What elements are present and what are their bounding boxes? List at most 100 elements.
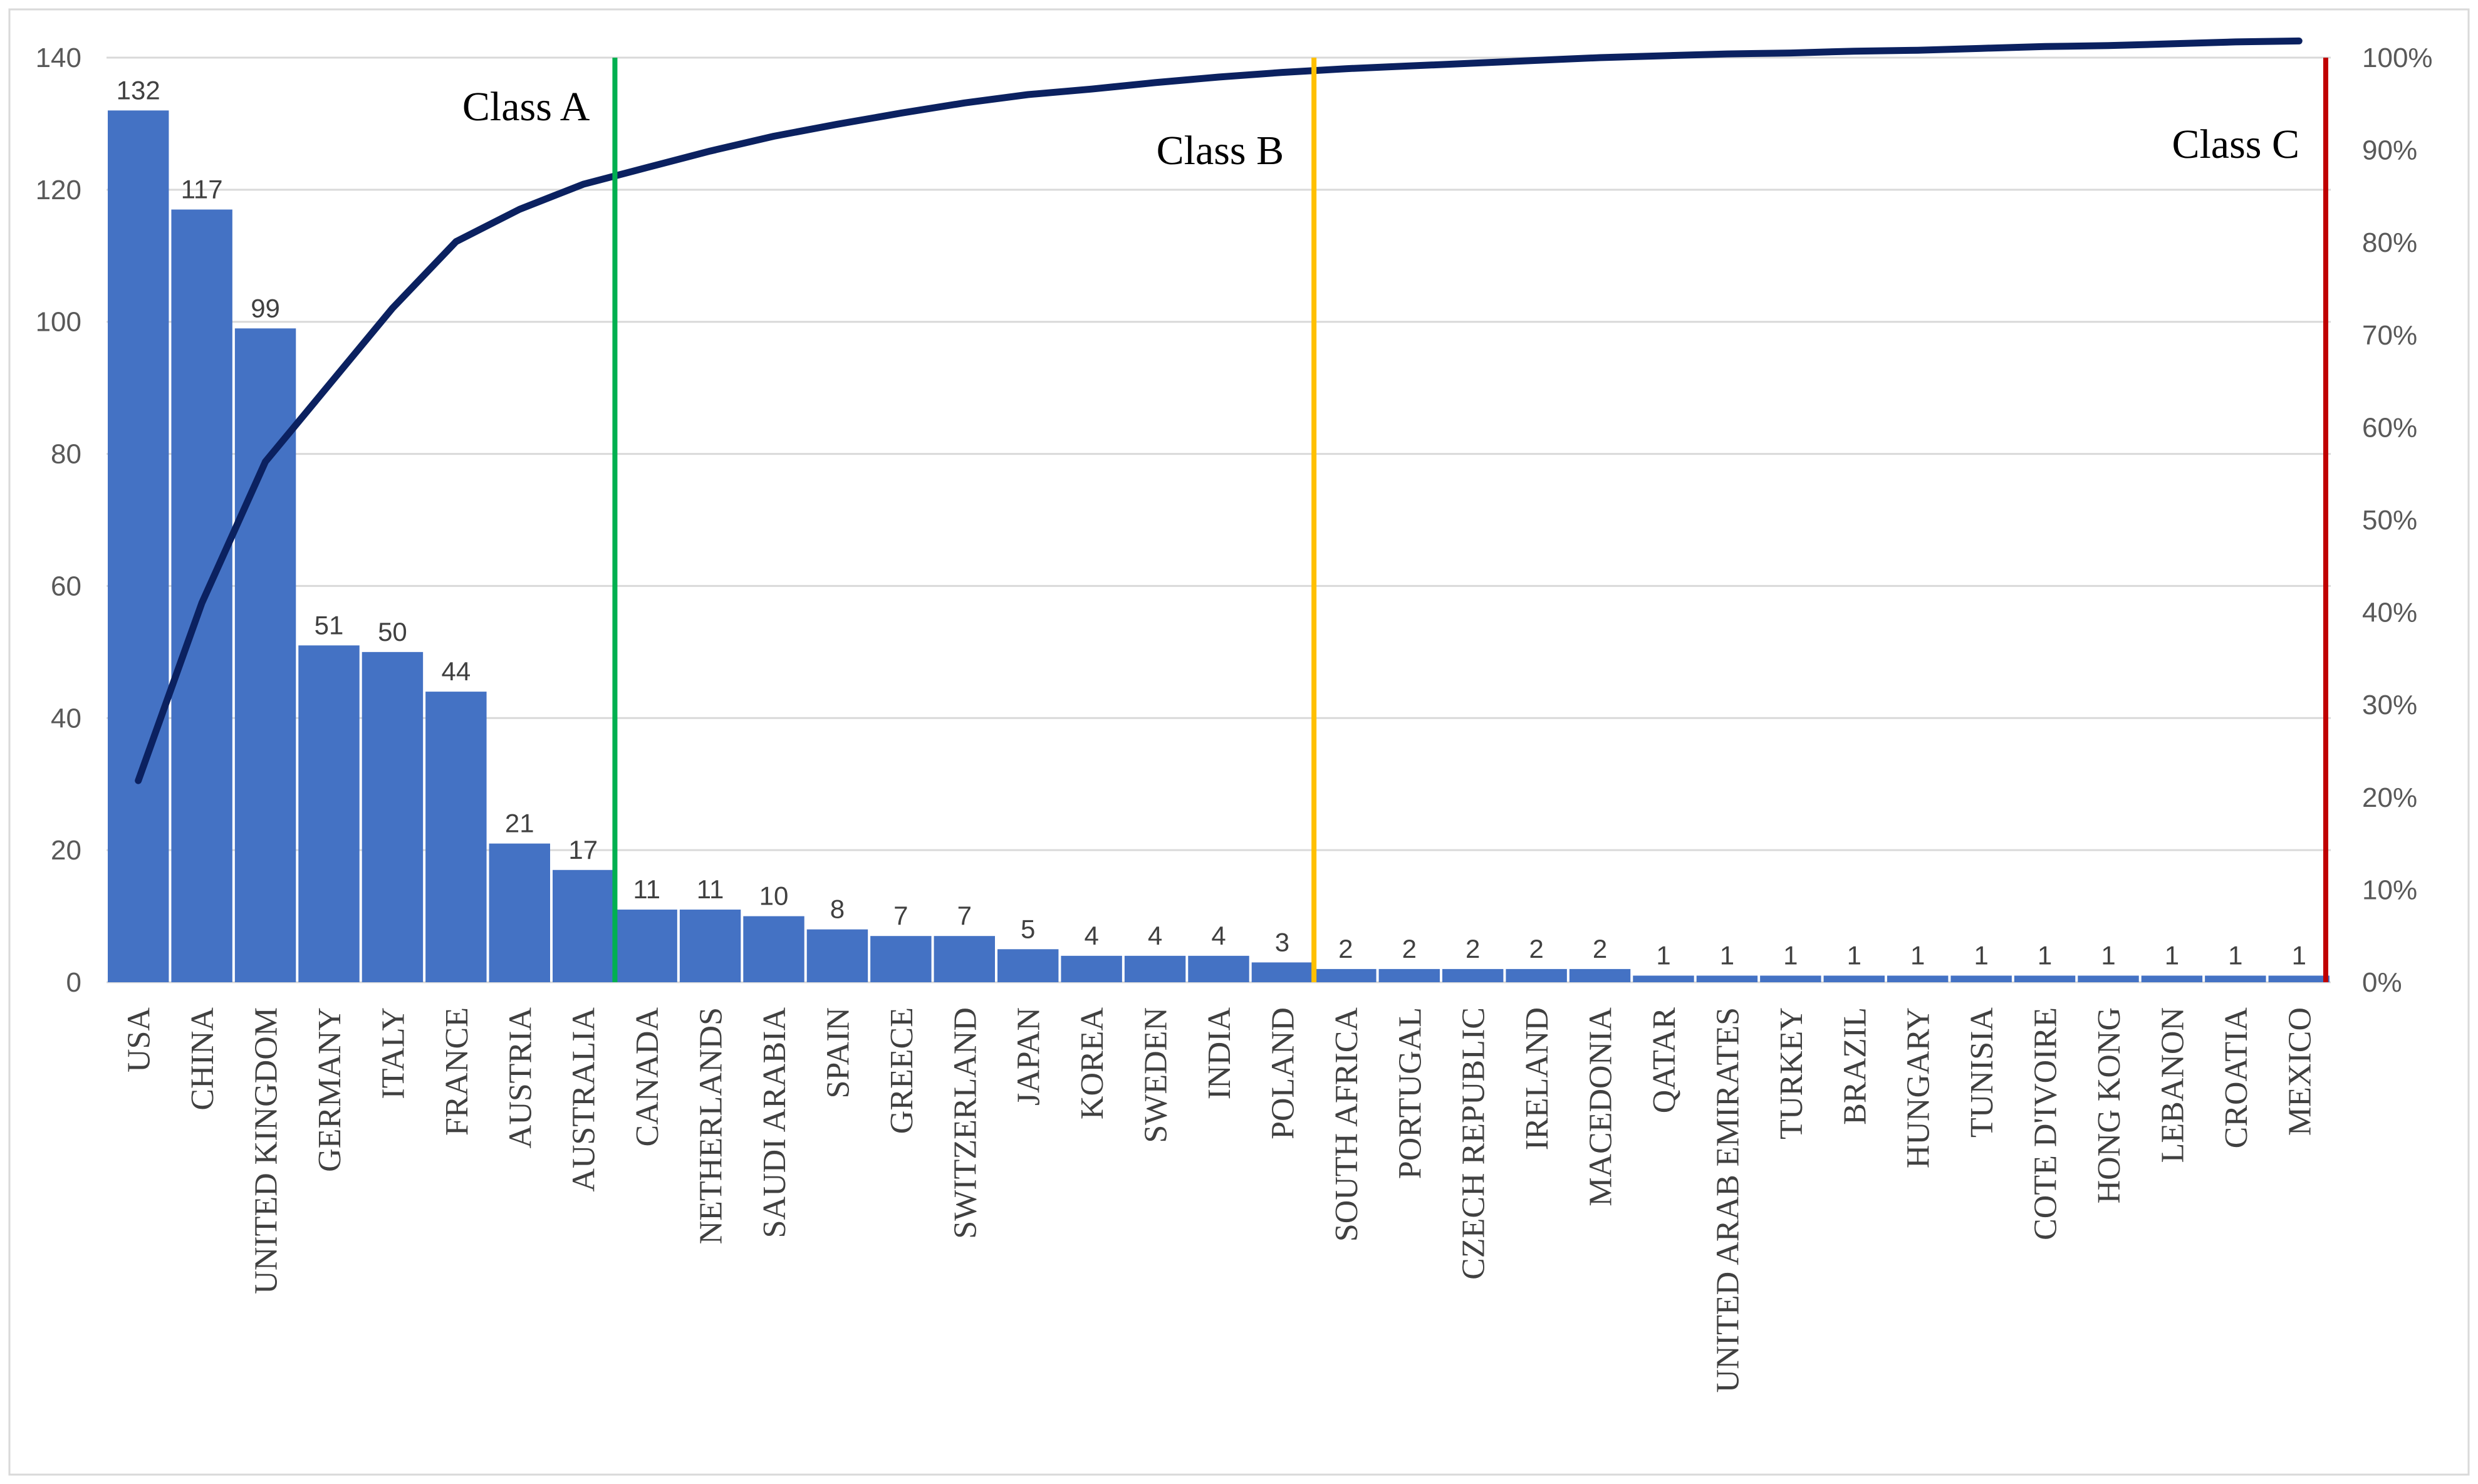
- cumulative-line: [135, 37, 2303, 784]
- category-label: GREECE: [884, 1007, 920, 1134]
- y-tick-label: 140: [36, 43, 81, 73]
- category-label: LEBANON: [2155, 1007, 2190, 1163]
- bar: [806, 929, 868, 982]
- bar-value-label: 11: [633, 874, 660, 904]
- bar: [1124, 955, 1186, 982]
- bar-series: [108, 110, 2330, 983]
- bar-value-label: 132: [117, 75, 160, 105]
- bar-value-label: 51: [315, 610, 344, 640]
- category-label: CROATIA: [2219, 1007, 2254, 1149]
- y2-tick-label: 0%: [2362, 967, 2402, 998]
- y2-tick-label: 40%: [2362, 598, 2417, 628]
- bar-value-label: 1: [1974, 940, 1988, 970]
- bar-value-label: 4: [1148, 921, 1162, 950]
- bar: [362, 651, 424, 982]
- y-tick-label: 20: [51, 835, 81, 866]
- category-label: MACEDONIA: [1583, 1007, 1619, 1206]
- bar-value-label: 117: [181, 174, 223, 204]
- y-tick-label: 80: [51, 439, 81, 470]
- y2-tick-label: 70%: [2362, 320, 2417, 351]
- class-marker-label: Class B: [1157, 128, 1284, 174]
- bar: [2014, 975, 2076, 982]
- category-label: FRANCE: [439, 1007, 475, 1136]
- bar-value-label: 2: [1465, 934, 1480, 963]
- category-label: TUNISIA: [1964, 1007, 2000, 1138]
- bar-value-label: 3: [1275, 927, 1289, 957]
- y-tick-label: 60: [51, 571, 81, 601]
- category-label: CZECH REPUBLIC: [1456, 1007, 1492, 1280]
- bar: [679, 910, 741, 982]
- category-label: ITALY: [375, 1007, 411, 1099]
- bar-value-label: 7: [957, 901, 972, 930]
- bar-value-label: 1: [2228, 940, 2242, 970]
- bar: [1315, 968, 1377, 982]
- bar: [1633, 975, 1694, 982]
- y2-tick-label: 50%: [2362, 505, 2417, 536]
- bar-value-label: 99: [251, 293, 280, 323]
- bar: [2141, 975, 2203, 982]
- bar: [2268, 975, 2330, 982]
- category-label: NETHERLANDS: [694, 1007, 729, 1244]
- category-label: JAPAN: [1011, 1007, 1047, 1106]
- bar: [1251, 962, 1313, 982]
- bar: [1887, 975, 1949, 982]
- bar-value-label: 2: [1402, 934, 1417, 963]
- category-label: AUSTRALIA: [566, 1007, 602, 1192]
- bar-value-label: 10: [759, 881, 789, 911]
- bar: [2205, 975, 2266, 982]
- category-label: KOREA: [1075, 1007, 1110, 1120]
- bar-value-label: 1: [1783, 940, 1798, 970]
- category-label: IRELAND: [1519, 1007, 1555, 1150]
- category-label: COTE D'IVOIRE: [2028, 1007, 2064, 1240]
- y2-tick-label: 100%: [2362, 43, 2433, 73]
- bar-value-label: 2: [1593, 934, 1607, 963]
- bar-value-label: 1: [2292, 940, 2306, 970]
- class-marker-label: Class C: [2172, 122, 2299, 167]
- category-label: GERMANY: [312, 1007, 348, 1172]
- y2-tick-label: 30%: [2362, 690, 2417, 720]
- category-label: INDIA: [1202, 1007, 1237, 1100]
- bar: [870, 936, 932, 982]
- bar: [1950, 975, 2012, 982]
- bar-value-label: 1: [2165, 940, 2179, 970]
- bar: [553, 869, 614, 982]
- bar-value-label: 17: [568, 835, 598, 864]
- bar: [298, 645, 360, 982]
- y-tick-label: 0: [66, 967, 81, 998]
- bar: [1061, 955, 1122, 982]
- bar-value-label: 1: [2038, 940, 2052, 970]
- bar: [234, 328, 296, 983]
- bar: [489, 843, 550, 982]
- y2-tick-label: 10%: [2362, 874, 2417, 905]
- bar-value-label: 4: [1084, 921, 1098, 950]
- bar-value-label: 11: [697, 874, 724, 904]
- category-label: SPAIN: [820, 1007, 856, 1099]
- category-label: SAUDI ARABIA: [757, 1007, 793, 1238]
- category-label: UNITED KINGDOM: [249, 1007, 284, 1294]
- y2-tick-label: 80%: [2362, 227, 2417, 258]
- bar-value-label: 1: [1720, 940, 1734, 970]
- bar: [743, 916, 804, 982]
- bar-value-label: 2: [1529, 934, 1543, 963]
- y2-tick-label: 90%: [2362, 135, 2417, 166]
- bar-value-label: 1: [1847, 940, 1861, 970]
- bar: [108, 110, 169, 982]
- bar-value-label: 1: [1910, 940, 1925, 970]
- bar: [1188, 955, 1249, 982]
- bar-value-label: 7: [893, 901, 908, 930]
- bar-value-label: 1: [1656, 940, 1670, 970]
- y-tick-label: 40: [51, 703, 81, 734]
- bar: [1378, 968, 1440, 982]
- bar: [997, 949, 1059, 982]
- category-label: QATAR: [1647, 1007, 1682, 1113]
- category-label: BRAZIL: [1837, 1007, 1873, 1125]
- bar: [425, 692, 487, 982]
- category-label: HUNGARY: [1901, 1007, 1937, 1168]
- bar-value-label: 4: [1211, 921, 1226, 950]
- category-label: USA: [122, 1007, 157, 1072]
- category-label: AUSTRIA: [502, 1007, 538, 1149]
- bar-value-label: 44: [441, 656, 471, 686]
- bar: [934, 936, 995, 982]
- bar: [616, 910, 677, 982]
